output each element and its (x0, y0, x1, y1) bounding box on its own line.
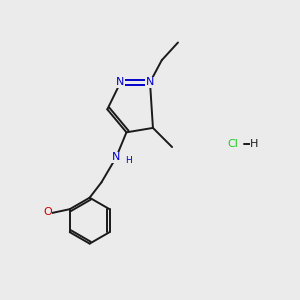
Text: N: N (116, 77, 125, 87)
Text: O: O (43, 207, 52, 217)
Text: H: H (250, 139, 259, 149)
Text: Cl: Cl (227, 139, 238, 149)
Text: H: H (125, 156, 132, 165)
Text: N: N (146, 77, 154, 87)
Text: N: N (112, 152, 120, 162)
